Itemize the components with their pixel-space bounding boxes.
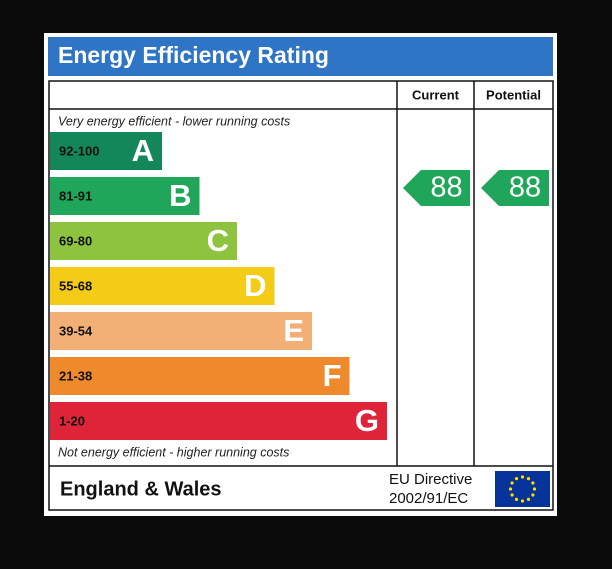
rating-band xyxy=(50,132,162,170)
flag-star xyxy=(532,487,537,491)
band-letter: C xyxy=(207,223,229,258)
band-range: 21-38 xyxy=(59,368,92,383)
band-range: 69-80 xyxy=(59,233,92,248)
flag-star xyxy=(514,477,519,481)
region: England & Wales xyxy=(60,478,222,500)
band-letter: F xyxy=(323,358,342,393)
flag-star xyxy=(520,499,525,503)
flag-star xyxy=(510,493,514,497)
rating-band xyxy=(50,267,275,305)
directive: 2002/91/EC xyxy=(389,490,468,507)
table-border xyxy=(48,80,554,511)
rating-band xyxy=(50,357,350,395)
title: Energy Efficiency Rating xyxy=(58,42,329,68)
band-range: 92-100 xyxy=(59,143,99,158)
flag-star xyxy=(510,481,514,485)
rating-band xyxy=(50,402,387,440)
flag-star xyxy=(514,497,519,501)
flag-star xyxy=(520,475,525,479)
directive: EU Directive xyxy=(389,471,472,488)
flag-star xyxy=(508,487,513,491)
column-header: Potential xyxy=(486,87,541,102)
band-range: 1-20 xyxy=(59,413,85,428)
column-header: Current xyxy=(412,87,460,102)
band-range: 55-68 xyxy=(59,278,92,293)
flag-star xyxy=(531,481,535,485)
band-range: 81-91 xyxy=(59,188,92,203)
flag-star xyxy=(526,497,531,501)
title-bar xyxy=(48,37,553,76)
rating-value: 88 xyxy=(509,172,541,204)
rating-value: 88 xyxy=(430,172,462,204)
bottom-note: Not energy efficient - higher running co… xyxy=(58,445,289,459)
band-letter: G xyxy=(355,403,379,438)
rating-arrow xyxy=(481,170,549,206)
rating-arrow xyxy=(403,170,470,206)
band-letter: B xyxy=(169,178,191,213)
flag-star xyxy=(531,493,535,497)
band-range: 39-54 xyxy=(59,323,93,338)
band-letter: A xyxy=(132,133,154,168)
rating-band xyxy=(50,312,312,350)
top-note: Very energy efficient - lower running co… xyxy=(58,114,290,128)
eu-flag xyxy=(495,471,550,507)
band-letter: E xyxy=(283,313,304,348)
rating-band xyxy=(50,177,200,215)
flag-star xyxy=(526,477,531,481)
rating-band xyxy=(50,222,237,260)
band-letter: D xyxy=(244,268,266,303)
